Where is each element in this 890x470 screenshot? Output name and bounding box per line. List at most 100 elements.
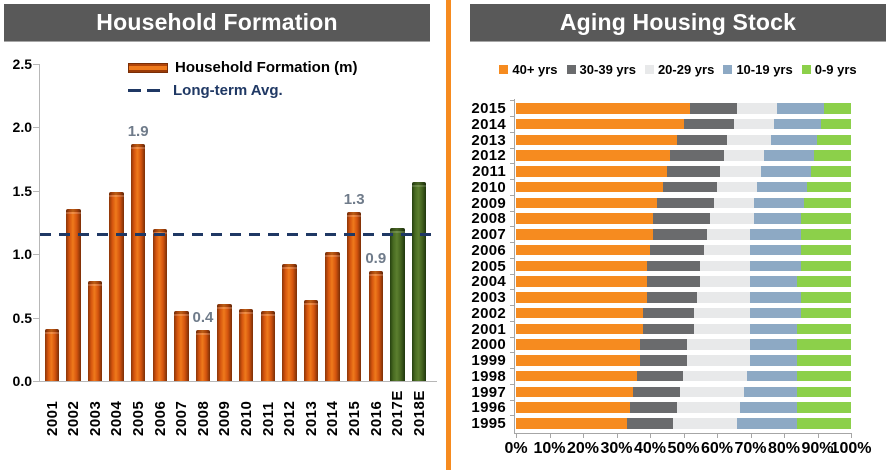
stacked-bar-2009 <box>516 197 851 208</box>
segment-stack_blue <box>750 260 801 271</box>
aging-housing-stock-legend: 40+ yrs 30-39 yrs 20-29 yrs 10-19 yrs 0-9 yr… <box>470 62 886 77</box>
long-term-avg-line <box>40 232 437 236</box>
segment-stack_green <box>797 339 851 350</box>
stacked-bar-2013 <box>516 134 851 145</box>
row-label: 1997 <box>471 383 506 401</box>
segment-stack_dark_gray <box>683 118 734 130</box>
segment-stack_orange <box>516 229 654 240</box>
stacked-bar-1998 <box>516 370 851 382</box>
x-tick <box>750 433 752 438</box>
segment-stack_green <box>797 418 851 429</box>
y-axis-line <box>514 99 515 434</box>
legend-swatch-icon <box>723 65 733 74</box>
stacked-bar-2007 <box>516 229 851 240</box>
segment-stack_blue <box>777 103 825 114</box>
segment-stack_dark_gray <box>650 244 704 256</box>
legend-swatch-icon <box>644 65 654 74</box>
y-tick <box>510 336 514 338</box>
x-tick-label: 30% <box>600 440 633 457</box>
stacked-bar-2012 <box>516 150 851 161</box>
x-axis-line <box>39 381 437 382</box>
legend-item-label: 30-39 yrs <box>579 62 636 77</box>
segment-stack_light_gray <box>723 150 764 161</box>
stacked-bar-2010 <box>516 181 851 193</box>
stacked-bar-2004 <box>516 276 851 287</box>
segment-stack_blue <box>763 150 815 161</box>
stacked-bar-2006 <box>516 244 851 256</box>
y-tick <box>510 273 514 275</box>
y-tick <box>33 254 39 256</box>
segment-stack_blue <box>773 118 821 130</box>
legend-item-20-29-yrs: 20-29 yrs <box>644 62 715 77</box>
segment-stack_dark_gray <box>629 402 677 413</box>
segment-stack_green <box>800 244 851 256</box>
segment-stack_dark_gray <box>653 229 707 240</box>
legend-item-label: 20-29 yrs <box>657 62 715 77</box>
segment-stack_dark_gray <box>626 418 674 429</box>
stacked-bar-2001 <box>516 323 851 334</box>
y-tick-label: 0.0 <box>12 373 32 389</box>
legend-swatch-icon <box>566 65 576 74</box>
stacked-bar-2002 <box>516 307 851 319</box>
segment-stack_orange <box>516 118 684 130</box>
stacked-bar-1999 <box>516 355 851 366</box>
bar-2016 <box>368 270 383 381</box>
segment-stack_light_gray <box>737 103 778 114</box>
y-tick <box>510 399 514 401</box>
segment-stack_dark_gray <box>653 213 711 224</box>
segment-stack_dark_gray <box>646 260 701 271</box>
segment-stack_green <box>820 118 851 130</box>
x-tick <box>549 433 551 438</box>
row-label: 2007 <box>471 226 506 243</box>
x-tick <box>583 433 584 438</box>
y-tick-label: 1.0 <box>12 246 32 263</box>
row-label: 2002 <box>471 304 506 322</box>
y-tick <box>510 116 514 118</box>
segment-stack_light_gray <box>696 292 751 303</box>
x-tick <box>516 433 517 438</box>
dashed-line-swatch-icon <box>128 89 166 92</box>
left-chart-title: Household Formation <box>4 4 430 41</box>
segment-stack_orange <box>516 181 664 193</box>
y-tick <box>510 100 514 102</box>
x-tick-label: 40% <box>633 440 667 457</box>
legend-swatch-icon <box>499 65 509 74</box>
segment-stack_green <box>797 355 851 366</box>
legend-label-long-term-avg: Long-term Avg. <box>173 82 283 99</box>
panel-divider <box>446 0 451 470</box>
bar-2003 <box>87 280 103 381</box>
segment-stack_orange <box>516 355 640 366</box>
bar-2015 <box>346 212 362 381</box>
segment-stack_blue <box>760 166 811 177</box>
y-tick <box>510 163 514 165</box>
y-tick <box>510 257 514 259</box>
segment-stack_light_gray <box>727 134 771 145</box>
segment-stack_orange <box>516 292 647 303</box>
x-tick <box>717 433 718 438</box>
row-label: 2003 <box>471 289 506 306</box>
y-tick <box>510 415 514 417</box>
row-label: 2010 <box>471 178 506 196</box>
segment-stack_green <box>800 307 851 319</box>
bar-value-label: 0.9 <box>365 249 387 267</box>
segment-stack_dark_gray <box>690 103 738 114</box>
row-label: 2001 <box>471 320 506 338</box>
y-tick-label: 0.5 <box>12 309 32 326</box>
segment-stack_orange <box>516 307 644 319</box>
orange-bar-swatch-icon <box>128 62 168 73</box>
y-tick <box>510 194 514 196</box>
segment-stack_light_gray <box>733 118 774 130</box>
segment-stack_light_gray <box>700 260 751 271</box>
row-label: 2009 <box>471 194 506 212</box>
segment-stack_orange <box>516 166 667 177</box>
segment-stack_light_gray <box>703 244 751 256</box>
segment-stack_green <box>810 166 851 177</box>
y-tick <box>33 190 39 192</box>
bar-value-label: 0.4 <box>192 309 214 327</box>
segment-stack_orange <box>516 339 640 350</box>
segment-stack_blue <box>750 339 798 350</box>
y-tick <box>33 127 39 129</box>
row-label: 2014 <box>471 115 506 133</box>
legend-item-40-yrs: 40+ yrs <box>499 62 558 77</box>
